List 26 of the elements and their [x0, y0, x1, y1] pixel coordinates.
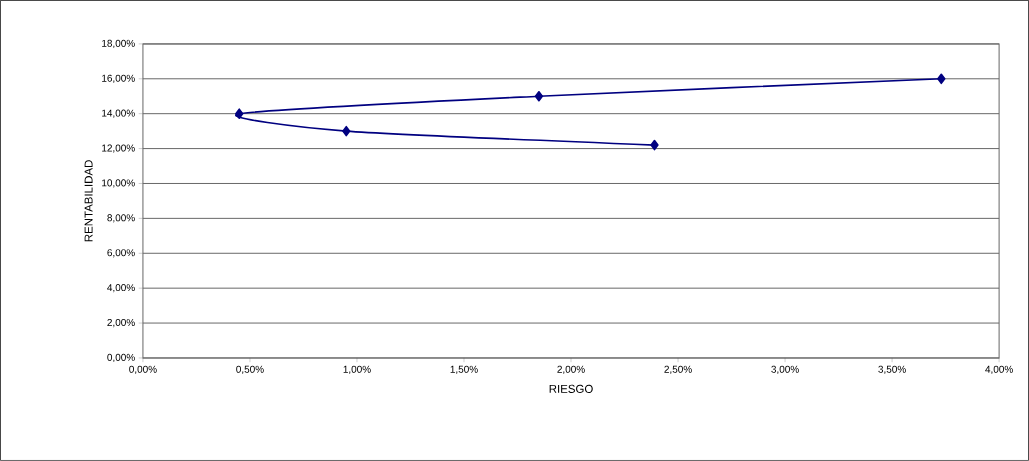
y-tick-label: 10,00%: [102, 179, 135, 188]
y-tick-label: 8,00%: [107, 214, 135, 223]
y-tick-label: 18,00%: [102, 39, 135, 49]
x-tick-label: 1,50%: [450, 365, 478, 375]
y-axis-title: RENTABILIDAD: [84, 160, 93, 242]
point: [650, 139, 659, 151]
x-axis-title: RIESGO: [549, 384, 593, 393]
y-tick-label: 6,00%: [107, 249, 135, 258]
y-tick-label: 0,00%: [107, 353, 135, 363]
point: [937, 73, 946, 85]
x-tick-label: 3,50%: [878, 365, 906, 375]
x-tick-label: 3,00%: [771, 365, 799, 375]
x-tick-label: 1,00%: [343, 365, 371, 375]
y-tick-label: 4,00%: [107, 284, 135, 293]
x-tick-label: 4,00%: [985, 365, 1013, 375]
point: [235, 108, 244, 120]
x-tick-label: 0,00%: [129, 365, 157, 375]
x-tick-label: 0,50%: [236, 365, 264, 375]
point: [534, 91, 544, 102]
y-tick-label: 16,00%: [102, 74, 135, 83]
x-tick-label: 2,00%: [557, 365, 585, 375]
point: [342, 125, 351, 137]
y-tick-label: 12,00%: [102, 144, 135, 153]
x-tick-label: 2,50%: [664, 365, 692, 375]
y-tick-label: 2,00%: [107, 319, 135, 328]
y-tick-label: 14,00%: [102, 109, 135, 118]
